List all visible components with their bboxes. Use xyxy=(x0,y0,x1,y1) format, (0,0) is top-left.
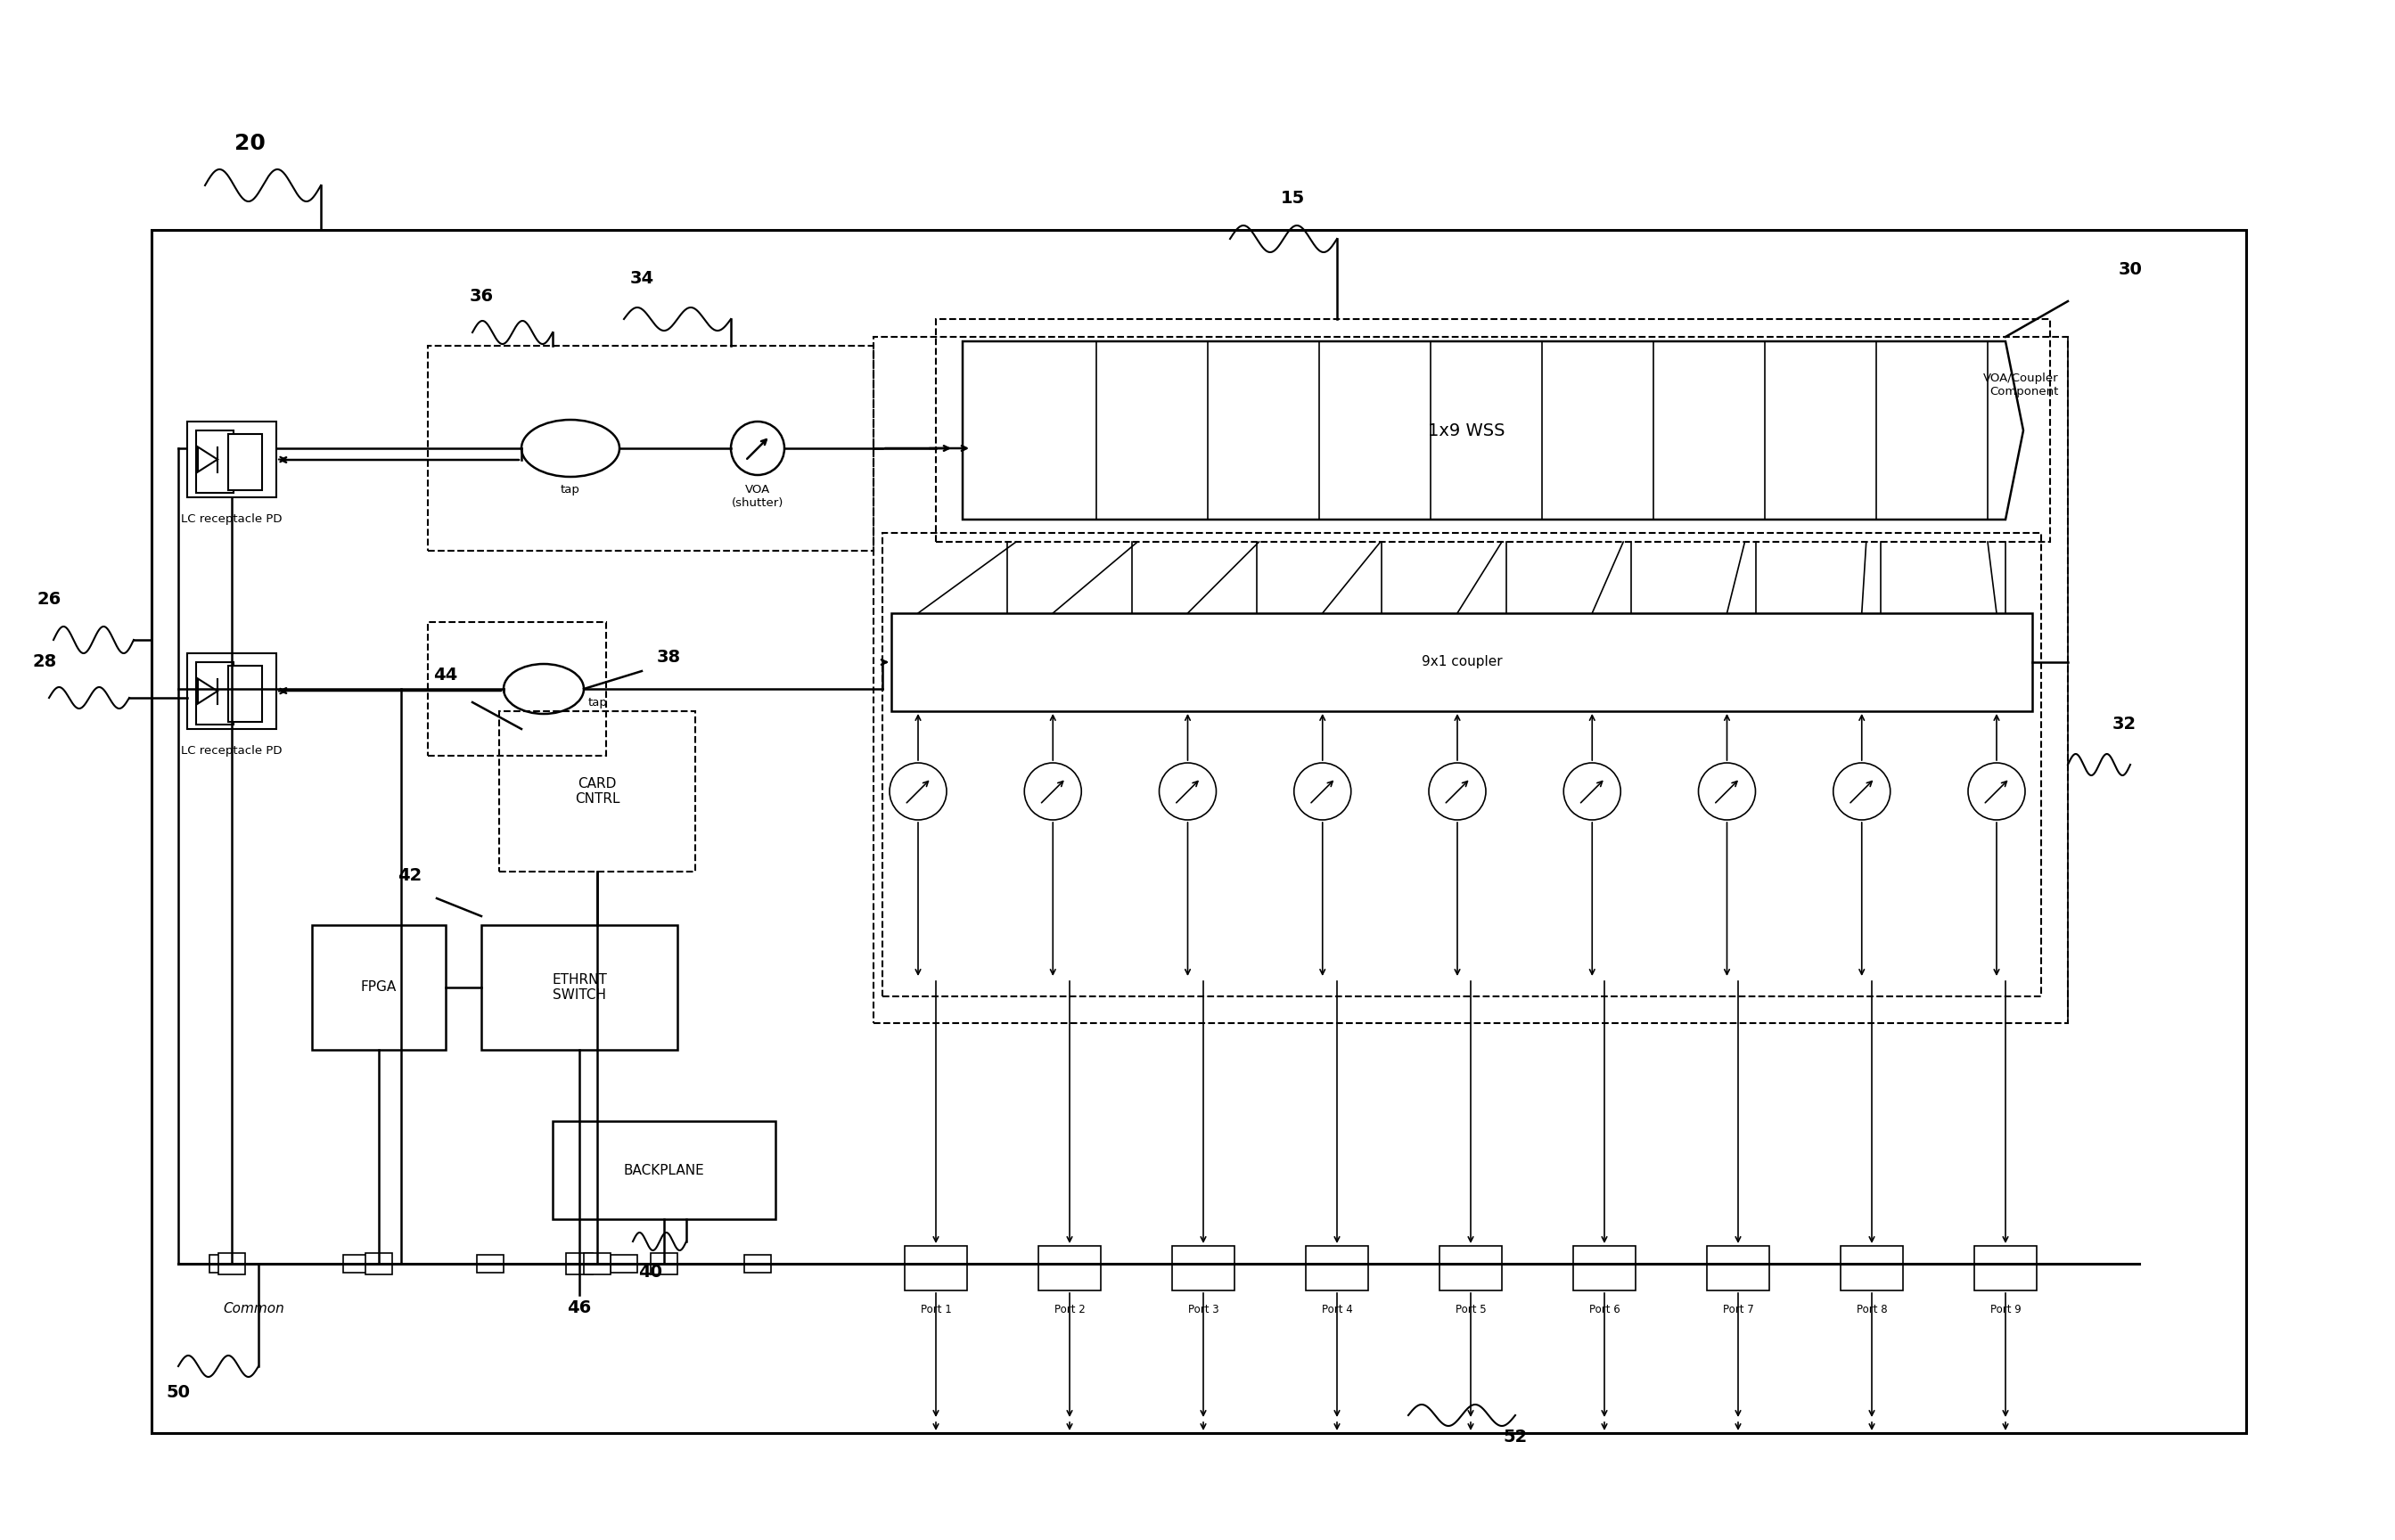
Text: 15: 15 xyxy=(1281,189,1305,206)
Text: tap: tap xyxy=(560,484,580,496)
FancyBboxPatch shape xyxy=(218,1254,244,1275)
Text: 30: 30 xyxy=(2117,262,2141,279)
FancyBboxPatch shape xyxy=(1708,1246,1770,1291)
FancyBboxPatch shape xyxy=(151,229,2247,1434)
FancyBboxPatch shape xyxy=(1842,1246,1904,1291)
FancyBboxPatch shape xyxy=(228,665,261,722)
Text: 50: 50 xyxy=(165,1384,189,1401)
FancyBboxPatch shape xyxy=(196,431,235,493)
FancyBboxPatch shape xyxy=(905,1246,968,1291)
Text: VOA
(shutter): VOA (shutter) xyxy=(730,484,783,508)
Text: VOA/Coupler
Component: VOA/Coupler Component xyxy=(1983,373,2060,397)
Text: 9x1 coupler: 9x1 coupler xyxy=(1420,656,1502,668)
Text: FPGA: FPGA xyxy=(362,981,398,995)
Text: 1x9 WSS: 1x9 WSS xyxy=(1427,422,1504,439)
FancyBboxPatch shape xyxy=(1039,1246,1102,1291)
Text: CARD
CNTRL: CARD CNTRL xyxy=(575,778,620,805)
Text: Port 9: Port 9 xyxy=(1990,1304,2021,1315)
Text: tap: tap xyxy=(589,696,608,708)
FancyBboxPatch shape xyxy=(342,1255,369,1272)
FancyBboxPatch shape xyxy=(611,1255,637,1272)
FancyBboxPatch shape xyxy=(196,662,235,724)
FancyBboxPatch shape xyxy=(1171,1246,1233,1291)
Text: 20: 20 xyxy=(235,132,266,154)
Text: ETHRNT
SWITCH: ETHRNT SWITCH xyxy=(551,973,606,1003)
Text: 32: 32 xyxy=(2112,716,2136,733)
Text: Port 2: Port 2 xyxy=(1054,1304,1085,1315)
Text: Port 3: Port 3 xyxy=(1188,1304,1219,1315)
Text: Port 4: Port 4 xyxy=(1322,1304,1353,1315)
FancyBboxPatch shape xyxy=(584,1254,611,1275)
Text: 36: 36 xyxy=(469,288,493,305)
Text: Port 8: Port 8 xyxy=(1856,1304,1887,1315)
FancyBboxPatch shape xyxy=(481,926,678,1050)
FancyBboxPatch shape xyxy=(1305,1246,1368,1291)
FancyBboxPatch shape xyxy=(477,1255,503,1272)
FancyBboxPatch shape xyxy=(565,1254,592,1275)
Text: Port 6: Port 6 xyxy=(1588,1304,1619,1315)
Text: 40: 40 xyxy=(639,1264,663,1281)
Text: 44: 44 xyxy=(433,667,457,684)
Text: Port 1: Port 1 xyxy=(920,1304,951,1315)
FancyBboxPatch shape xyxy=(891,613,2033,711)
Text: LC receptacle PD: LC receptacle PD xyxy=(182,745,283,756)
FancyBboxPatch shape xyxy=(1574,1246,1636,1291)
Text: 52: 52 xyxy=(1504,1429,1528,1446)
FancyBboxPatch shape xyxy=(1973,1246,2036,1291)
Text: 26: 26 xyxy=(36,591,62,608)
Text: 46: 46 xyxy=(568,1300,592,1317)
FancyBboxPatch shape xyxy=(745,1255,771,1272)
FancyBboxPatch shape xyxy=(311,926,445,1050)
FancyBboxPatch shape xyxy=(1439,1246,1502,1291)
Text: BACKPLANE: BACKPLANE xyxy=(623,1163,704,1177)
Text: 34: 34 xyxy=(630,270,654,286)
FancyBboxPatch shape xyxy=(366,1254,393,1275)
FancyBboxPatch shape xyxy=(651,1254,678,1275)
Text: Common: Common xyxy=(223,1301,285,1315)
FancyBboxPatch shape xyxy=(208,1255,237,1272)
Text: Port 7: Port 7 xyxy=(1722,1304,1753,1315)
Text: 38: 38 xyxy=(656,648,680,665)
FancyBboxPatch shape xyxy=(553,1121,776,1220)
Text: Port 5: Port 5 xyxy=(1456,1304,1487,1315)
FancyBboxPatch shape xyxy=(187,653,275,728)
Text: LC receptacle PD: LC receptacle PD xyxy=(182,513,283,525)
Text: 28: 28 xyxy=(34,653,57,670)
FancyBboxPatch shape xyxy=(228,434,261,490)
FancyBboxPatch shape xyxy=(187,422,275,497)
Text: 42: 42 xyxy=(398,867,422,884)
